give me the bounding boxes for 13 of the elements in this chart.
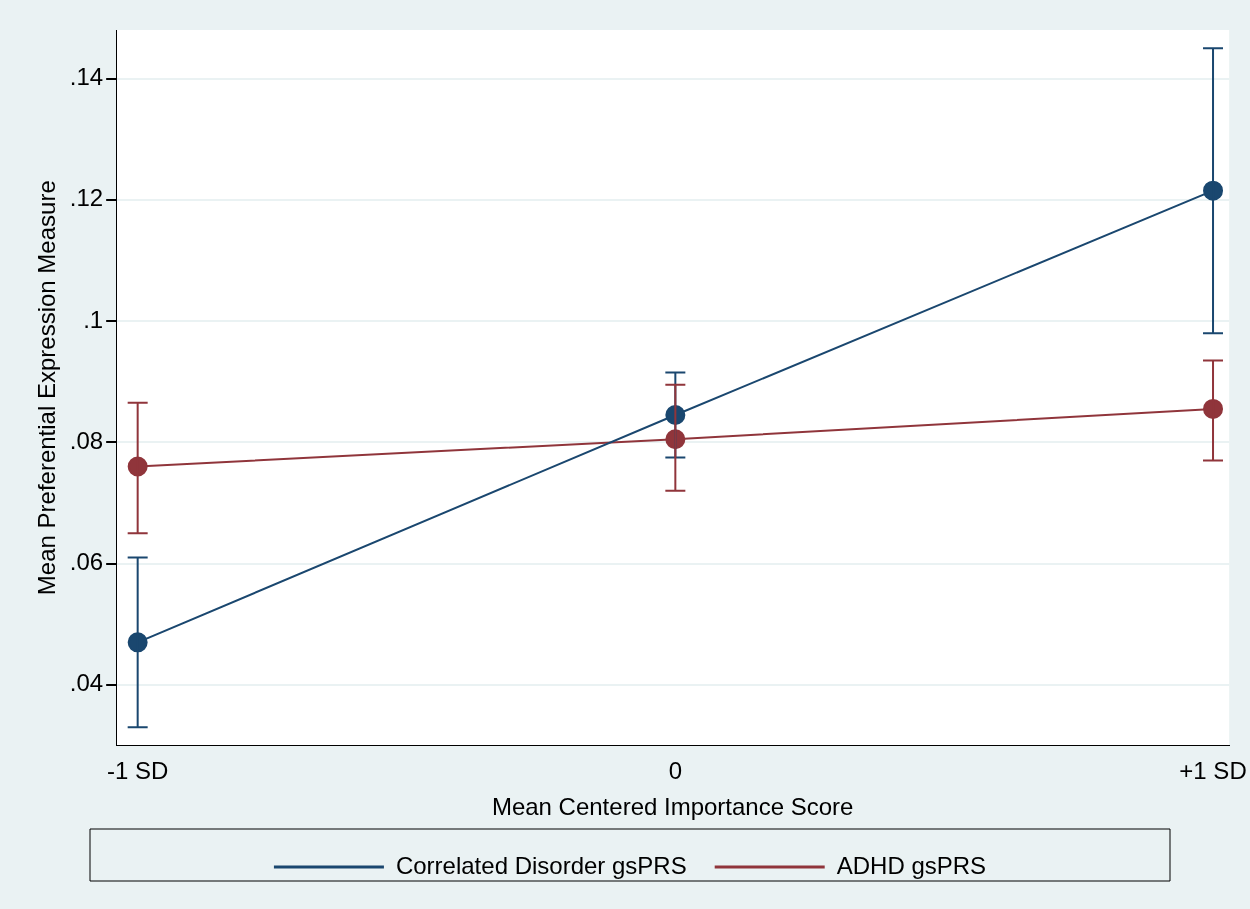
x-tick-label: +1 SD: [1179, 757, 1247, 785]
legend-label: ADHD gsPRS: [836, 851, 987, 879]
y-tick-label: .04: [69, 669, 104, 697]
x-axis-title: Mean Centered Importance Score: [491, 793, 854, 821]
y-tick-label: .1: [83, 305, 104, 333]
x-tick-label: 0: [668, 757, 683, 785]
y-tick-label: .12: [69, 184, 104, 212]
y-axis-title: Mean Preferential Expression Measure: [33, 180, 61, 596]
y-tick-label: .06: [69, 548, 104, 576]
y-tick-label: .14: [69, 63, 104, 91]
x-tick-label: -1 SD: [106, 757, 169, 785]
y-tick-label: .08: [69, 426, 104, 454]
legend-label: Correlated Disorder gsPRS: [395, 851, 687, 879]
